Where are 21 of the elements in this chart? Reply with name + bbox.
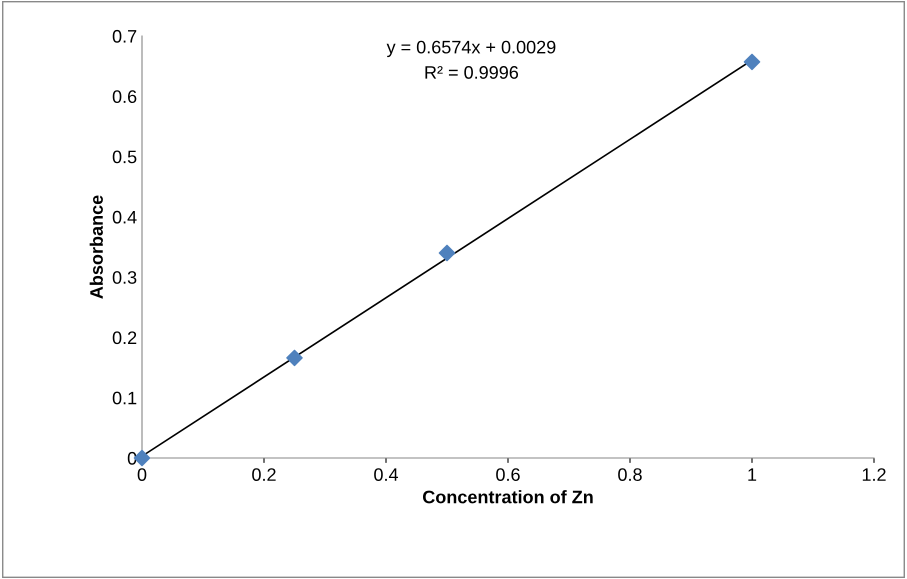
- point: [438, 244, 456, 262]
- y-tick-label: 0.5: [112, 150, 136, 164]
- y-tick-label: 0.2: [112, 331, 136, 344]
- x-tick-label: 0.2: [252, 468, 276, 481]
- y-tick-label: 0.6: [112, 90, 136, 104]
- y-axis-title: Absorbance: [90, 195, 103, 299]
- point: [286, 350, 303, 366]
- annotation: R² = 0.9996: [425, 66, 518, 79]
- annotation: y = 0.6574x + 0.0029: [386, 40, 556, 58]
- y-tick-label: 0.4: [112, 210, 137, 224]
- y-tick-label: 0.7: [112, 30, 136, 43]
- x-tick-label: 0.8: [618, 468, 642, 481]
- x-axis-title: Concentration of Zn: [422, 490, 593, 504]
- x-tick-label: 1: [748, 468, 756, 481]
- y-tick-label: 0.3: [112, 271, 136, 284]
- x-tick-label: 0.4: [374, 468, 398, 481]
- x-tick-label: 0.6: [496, 468, 520, 481]
- y-tick-label: 0.1: [112, 392, 136, 404]
- x-tick-label: 1.2: [862, 468, 886, 481]
- x-tick-label: 0: [138, 468, 146, 481]
- point: [744, 54, 760, 70]
